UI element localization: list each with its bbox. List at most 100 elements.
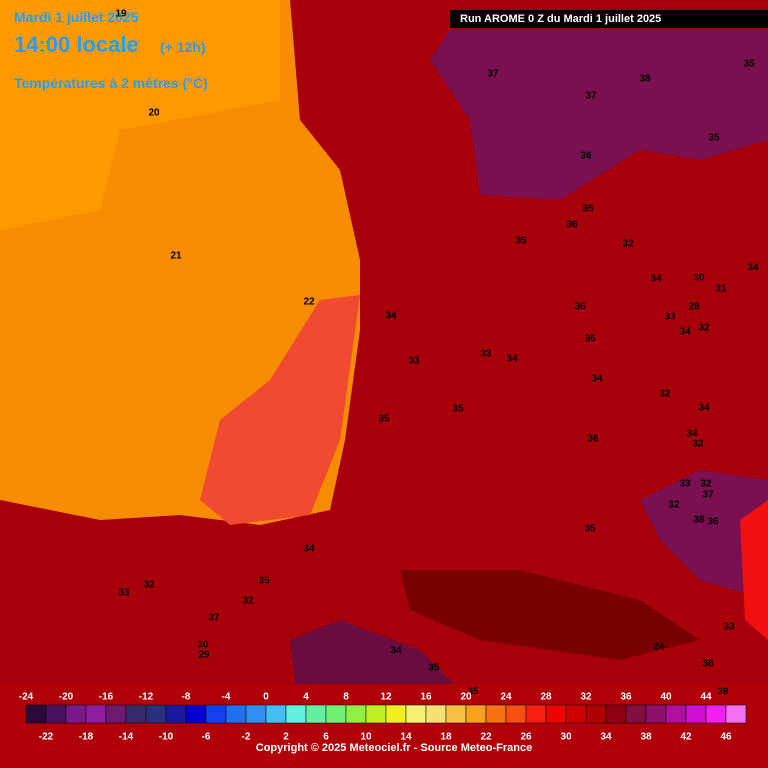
temperature-label: 32 (668, 500, 680, 511)
scale-label: -2 (242, 732, 251, 743)
scale-box (485, 704, 507, 724)
scale-box (725, 704, 747, 724)
temperature-label: 34 (591, 374, 603, 385)
scale-box (685, 704, 707, 724)
temperature-label: 37 (702, 490, 714, 501)
temperature-label: 38 (693, 515, 705, 526)
scale-box (345, 704, 367, 724)
scale-box (425, 704, 447, 724)
temperature-label: 34 (303, 544, 315, 555)
temperature-label: 33 (723, 622, 735, 633)
temperature-label: 35 (452, 404, 464, 415)
temperature-label: 32 (622, 239, 634, 250)
temperature-label: 38 (639, 74, 651, 85)
scale-label: 0 (263, 692, 269, 703)
temperature-label: 29 (198, 650, 210, 661)
temperature-label: 32 (659, 389, 671, 400)
scale-label: 8 (343, 692, 349, 703)
scale-label: 38 (640, 732, 652, 743)
temperature-label: 36 (574, 302, 586, 313)
scale-box (605, 704, 627, 724)
temperature-label: 33 (679, 479, 691, 490)
scale-box (145, 704, 167, 724)
temperature-label: 33 (480, 349, 492, 360)
temperature-label: 35 (708, 133, 720, 144)
temperature-label: 24 (653, 642, 665, 653)
scale-label: 34 (600, 732, 612, 743)
scale-box (225, 704, 247, 724)
temperature-label: 35 (428, 663, 440, 674)
temperature-label: 32 (242, 596, 254, 607)
temperature-label: 19 (115, 9, 127, 20)
scale-label: -8 (182, 692, 191, 703)
temperature-label: 33 (664, 312, 676, 323)
temperature-label: 37 (585, 91, 597, 102)
scale-label: 4 (303, 692, 309, 703)
scale-box (465, 704, 487, 724)
scale-label: 12 (380, 692, 392, 703)
scale-label: 32 (580, 692, 592, 703)
temperature-label: 34 (686, 429, 698, 440)
temperature-label: 34 (679, 327, 691, 338)
scale-box (285, 704, 307, 724)
scale-label: -6 (202, 732, 211, 743)
scale-box (365, 704, 387, 724)
temperature-label: 30 (693, 273, 705, 284)
temperature-label: 36 (584, 334, 596, 345)
scale-label: 20 (460, 692, 472, 703)
temperature-label: 20 (148, 108, 160, 119)
scale-box (25, 704, 47, 724)
temperature-label: 32 (700, 479, 712, 490)
date: Mardi 1 juillet 2025 (14, 9, 139, 25)
temperature-label: 35 (258, 576, 270, 587)
scale-label: -4 (222, 692, 231, 703)
temperature-label: 34 (390, 646, 402, 657)
scale-label: -10 (159, 732, 174, 743)
field: Températures à 2 mètres (°C) (14, 75, 208, 91)
run-banner (450, 10, 768, 28)
scale-label: 18 (440, 732, 452, 743)
scale-box (525, 704, 547, 724)
temperature-label: 37 (487, 69, 499, 80)
scale-box (165, 704, 187, 724)
scale-label: 30 (560, 732, 572, 743)
temperature-label: 35 (515, 236, 527, 247)
scale-label: 46 (720, 732, 732, 743)
scale-label: -24 (19, 692, 34, 703)
scale-label: 6 (323, 732, 329, 743)
temperature-label: 36 (587, 434, 599, 445)
temperature-label: 36 (702, 659, 714, 670)
temperature-label: 34 (506, 354, 518, 365)
scale-box (105, 704, 127, 724)
offset: (+ 12h) (160, 39, 206, 55)
scale-box (325, 704, 347, 724)
scale-label: 44 (700, 692, 712, 703)
run-label: Run AROME 0 Z du Mardi 1 juillet 2025 (460, 13, 661, 25)
scale-label: -22 (39, 732, 54, 743)
scale-box (585, 704, 607, 724)
temperature-label: 34 (747, 263, 759, 274)
scale-band (0, 684, 768, 768)
ocean-hot (200, 295, 360, 525)
scale-label: 28 (540, 692, 552, 703)
temperature-label: 37 (208, 613, 220, 624)
scale-box (265, 704, 287, 724)
temperature-label: 31 (715, 284, 727, 295)
scale-label: -16 (99, 692, 114, 703)
scale-box (645, 704, 667, 724)
scale-label: -14 (119, 732, 134, 743)
scale-label: 14 (400, 732, 412, 743)
scale-box (125, 704, 147, 724)
sea-east (740, 500, 768, 640)
scale-label: -12 (139, 692, 154, 703)
scale-box (245, 704, 267, 724)
temperature-label: 36 (580, 151, 592, 162)
scale-box (385, 704, 407, 724)
temperature-label: 32 (143, 580, 155, 591)
temperature-label: 33 (118, 588, 130, 599)
temperature-label: 30 (197, 640, 209, 651)
temperature-label: 36 (717, 687, 729, 698)
scale-box (665, 704, 687, 724)
